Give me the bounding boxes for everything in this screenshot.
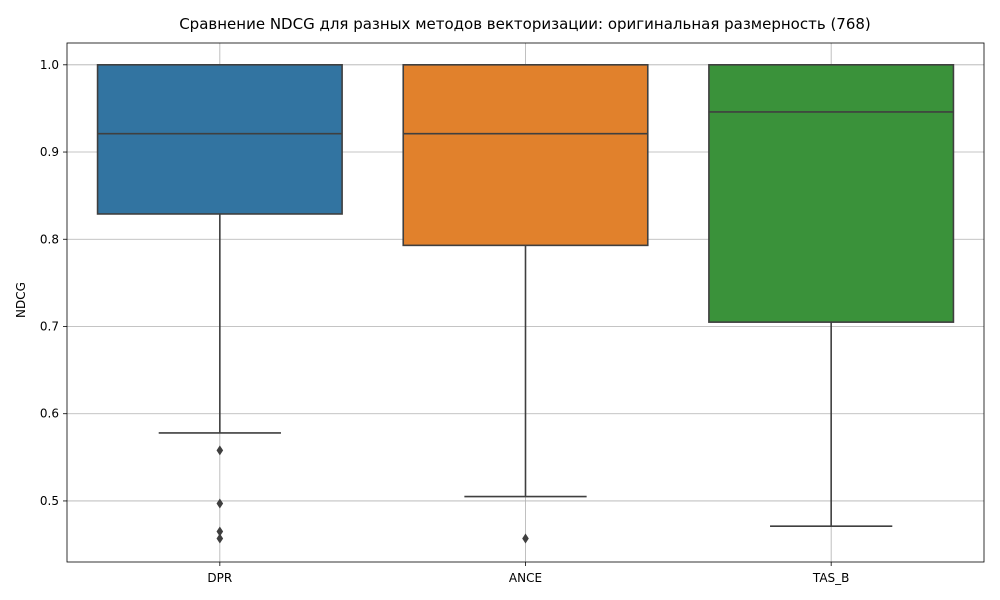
box-group-tas_b	[708, 64, 955, 528]
box-group-ance	[402, 64, 649, 544]
y-tick-label: 1.0	[40, 58, 59, 72]
y-tick-label: 0.6	[40, 407, 59, 421]
outlier-point	[522, 533, 529, 544]
outlier-point	[216, 526, 224, 537]
plot-frame	[66, 42, 985, 563]
box-body	[402, 64, 649, 247]
chart-title: Сравнение NDCG для разных методов вектор…	[179, 15, 871, 33]
box-body	[708, 64, 955, 323]
outlier-point	[216, 533, 224, 544]
plot-area: 0.5 0.6 0.7 0.8 0.9 1.0 DPR ANCE TAS_B	[40, 42, 985, 585]
x-tick-label-dpr: DPR	[207, 571, 232, 585]
outlier-point	[216, 498, 224, 509]
x-tick-label-ance: ANCE	[509, 571, 542, 585]
y-tick-label: 0.7	[40, 319, 59, 333]
y-tick-label: 0.9	[40, 145, 59, 159]
box-group-dpr	[96, 64, 343, 544]
outlier-point	[216, 445, 224, 456]
x-tick-label-tas_b: TAS_B	[812, 571, 849, 585]
y-tick-label: 0.8	[40, 232, 59, 246]
y-tick-label: 0.5	[40, 494, 59, 508]
y-axis-label: NDCG	[14, 282, 28, 318]
box-body	[96, 64, 343, 215]
